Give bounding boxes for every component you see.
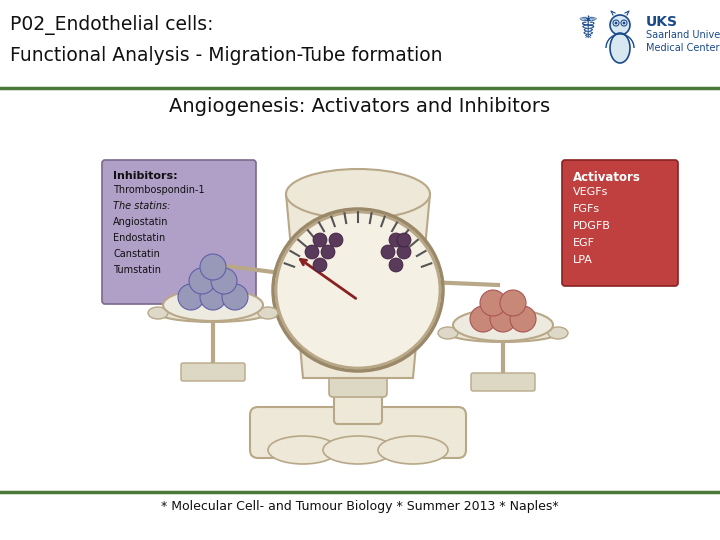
- Ellipse shape: [158, 304, 268, 322]
- Circle shape: [389, 233, 403, 247]
- Text: Thrombospondin-1: Thrombospondin-1: [113, 185, 204, 195]
- Text: Activators: Activators: [573, 171, 641, 184]
- FancyBboxPatch shape: [562, 160, 678, 286]
- Text: Angiostatin: Angiostatin: [113, 217, 168, 227]
- Text: Saarland University: Saarland University: [646, 30, 720, 40]
- Circle shape: [397, 233, 411, 247]
- FancyBboxPatch shape: [181, 363, 245, 381]
- Circle shape: [305, 245, 319, 259]
- Circle shape: [623, 22, 626, 24]
- Text: * Molecular Cell- and Tumour Biology * Summer 2013 * Naples*: * Molecular Cell- and Tumour Biology * S…: [161, 500, 559, 513]
- Text: PDGFB: PDGFB: [573, 221, 611, 231]
- Circle shape: [313, 258, 327, 272]
- Ellipse shape: [548, 327, 568, 339]
- FancyBboxPatch shape: [329, 351, 387, 397]
- Text: ☤: ☤: [578, 15, 598, 44]
- Text: P02_Endothelial cells:: P02_Endothelial cells:: [10, 15, 214, 35]
- FancyBboxPatch shape: [250, 407, 466, 458]
- Text: Endostatin: Endostatin: [113, 233, 166, 243]
- Circle shape: [389, 258, 403, 272]
- Circle shape: [610, 15, 630, 35]
- Circle shape: [621, 20, 627, 26]
- Ellipse shape: [323, 436, 393, 464]
- Polygon shape: [286, 194, 430, 378]
- Ellipse shape: [268, 436, 338, 464]
- Circle shape: [397, 245, 411, 259]
- Text: Inhibitors:: Inhibitors:: [113, 171, 178, 181]
- Circle shape: [490, 306, 516, 332]
- Ellipse shape: [610, 33, 630, 63]
- Ellipse shape: [438, 327, 458, 339]
- Ellipse shape: [286, 169, 430, 219]
- Ellipse shape: [448, 324, 558, 342]
- Circle shape: [613, 20, 619, 26]
- Text: Angiogenesis: Activators and Inhibitors: Angiogenesis: Activators and Inhibitors: [169, 97, 551, 116]
- Text: FGFs: FGFs: [573, 204, 600, 214]
- Circle shape: [614, 22, 618, 24]
- Circle shape: [500, 290, 526, 316]
- FancyBboxPatch shape: [471, 373, 535, 391]
- Ellipse shape: [378, 436, 448, 464]
- Circle shape: [329, 233, 343, 247]
- Text: The statins:: The statins:: [113, 201, 171, 211]
- Ellipse shape: [258, 307, 278, 319]
- Circle shape: [200, 254, 226, 280]
- Text: Tumstatin: Tumstatin: [113, 265, 161, 275]
- FancyBboxPatch shape: [102, 160, 256, 304]
- Text: Functional Analysis - Migration-Tube formation: Functional Analysis - Migration-Tube for…: [10, 46, 443, 65]
- Circle shape: [178, 284, 204, 310]
- Ellipse shape: [148, 307, 168, 319]
- Text: VEGFs: VEGFs: [573, 187, 608, 197]
- Circle shape: [381, 245, 395, 259]
- Circle shape: [470, 306, 496, 332]
- Circle shape: [189, 268, 215, 294]
- Text: Canstatin: Canstatin: [113, 249, 160, 259]
- Text: EGF: EGF: [573, 238, 595, 248]
- Circle shape: [510, 306, 536, 332]
- Ellipse shape: [163, 289, 263, 321]
- Circle shape: [321, 245, 335, 259]
- Circle shape: [480, 290, 506, 316]
- Circle shape: [222, 284, 248, 310]
- Circle shape: [200, 284, 226, 310]
- FancyBboxPatch shape: [334, 316, 382, 424]
- Ellipse shape: [276, 212, 440, 368]
- Circle shape: [211, 268, 237, 294]
- Text: LPA: LPA: [573, 255, 593, 265]
- Ellipse shape: [453, 309, 553, 341]
- Text: UKS: UKS: [646, 15, 678, 29]
- Circle shape: [313, 233, 327, 247]
- Text: Medical Center: Medical Center: [646, 43, 719, 53]
